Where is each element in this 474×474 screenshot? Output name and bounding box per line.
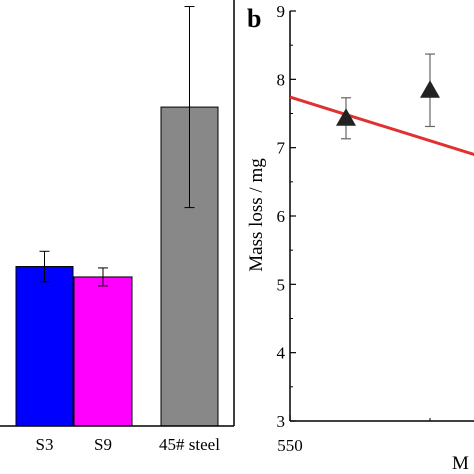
x-tick-label-45-steel: 45# steel bbox=[159, 435, 220, 454]
panel-b-points bbox=[336, 80, 440, 126]
panel-b-x-axis-title: M bbox=[452, 453, 469, 474]
error-bar-s3 bbox=[39, 250, 50, 283]
panel-b-y-axis-title: Mass loss / mg bbox=[246, 158, 267, 272]
y-tick-label-3: 3 bbox=[277, 412, 286, 431]
x-tick-label-s9: S9 bbox=[94, 435, 112, 454]
data-point-triangle bbox=[420, 80, 440, 98]
bar-s9 bbox=[73, 276, 133, 427]
y-tick-label-5: 5 bbox=[277, 275, 286, 294]
y-tick-label-7: 7 bbox=[277, 139, 286, 158]
panel-a-x-tick-labels: S3 S9 45# steel bbox=[36, 435, 221, 454]
panel-b-error-bars bbox=[341, 53, 435, 140]
panel-b: b 3 4 5 6 7 8 9 550570 Mass loss / mg M bbox=[246, 2, 474, 474]
panel-a: S3 S9 45# steel bbox=[0, 0, 235, 454]
data-point-triangle bbox=[336, 108, 356, 126]
panel-b-axes bbox=[289, 10, 474, 422]
error-bar-45-steel bbox=[184, 6, 195, 209]
panel-b-x-tick-labels: 550570 bbox=[277, 436, 303, 455]
panel-b-y-tick-labels: 3 4 5 6 7 8 9 bbox=[277, 2, 286, 431]
x-tick-label-s3: S3 bbox=[36, 435, 54, 454]
panel-b-label: b bbox=[247, 4, 261, 33]
panel-a-error-bars bbox=[39, 6, 195, 287]
y-tick-label-4: 4 bbox=[277, 344, 286, 363]
panel-b-fit-line bbox=[289, 95, 474, 157]
y-tick-label-9: 9 bbox=[277, 2, 286, 21]
y-tick-label-6: 6 bbox=[277, 207, 286, 226]
bar-s3 bbox=[15, 266, 74, 427]
x-tick-label-550: 550 bbox=[277, 436, 303, 455]
panel-a-bars bbox=[15, 106, 219, 427]
error-bar-s9 bbox=[98, 267, 108, 287]
y-tick-label-8: 8 bbox=[277, 70, 286, 89]
